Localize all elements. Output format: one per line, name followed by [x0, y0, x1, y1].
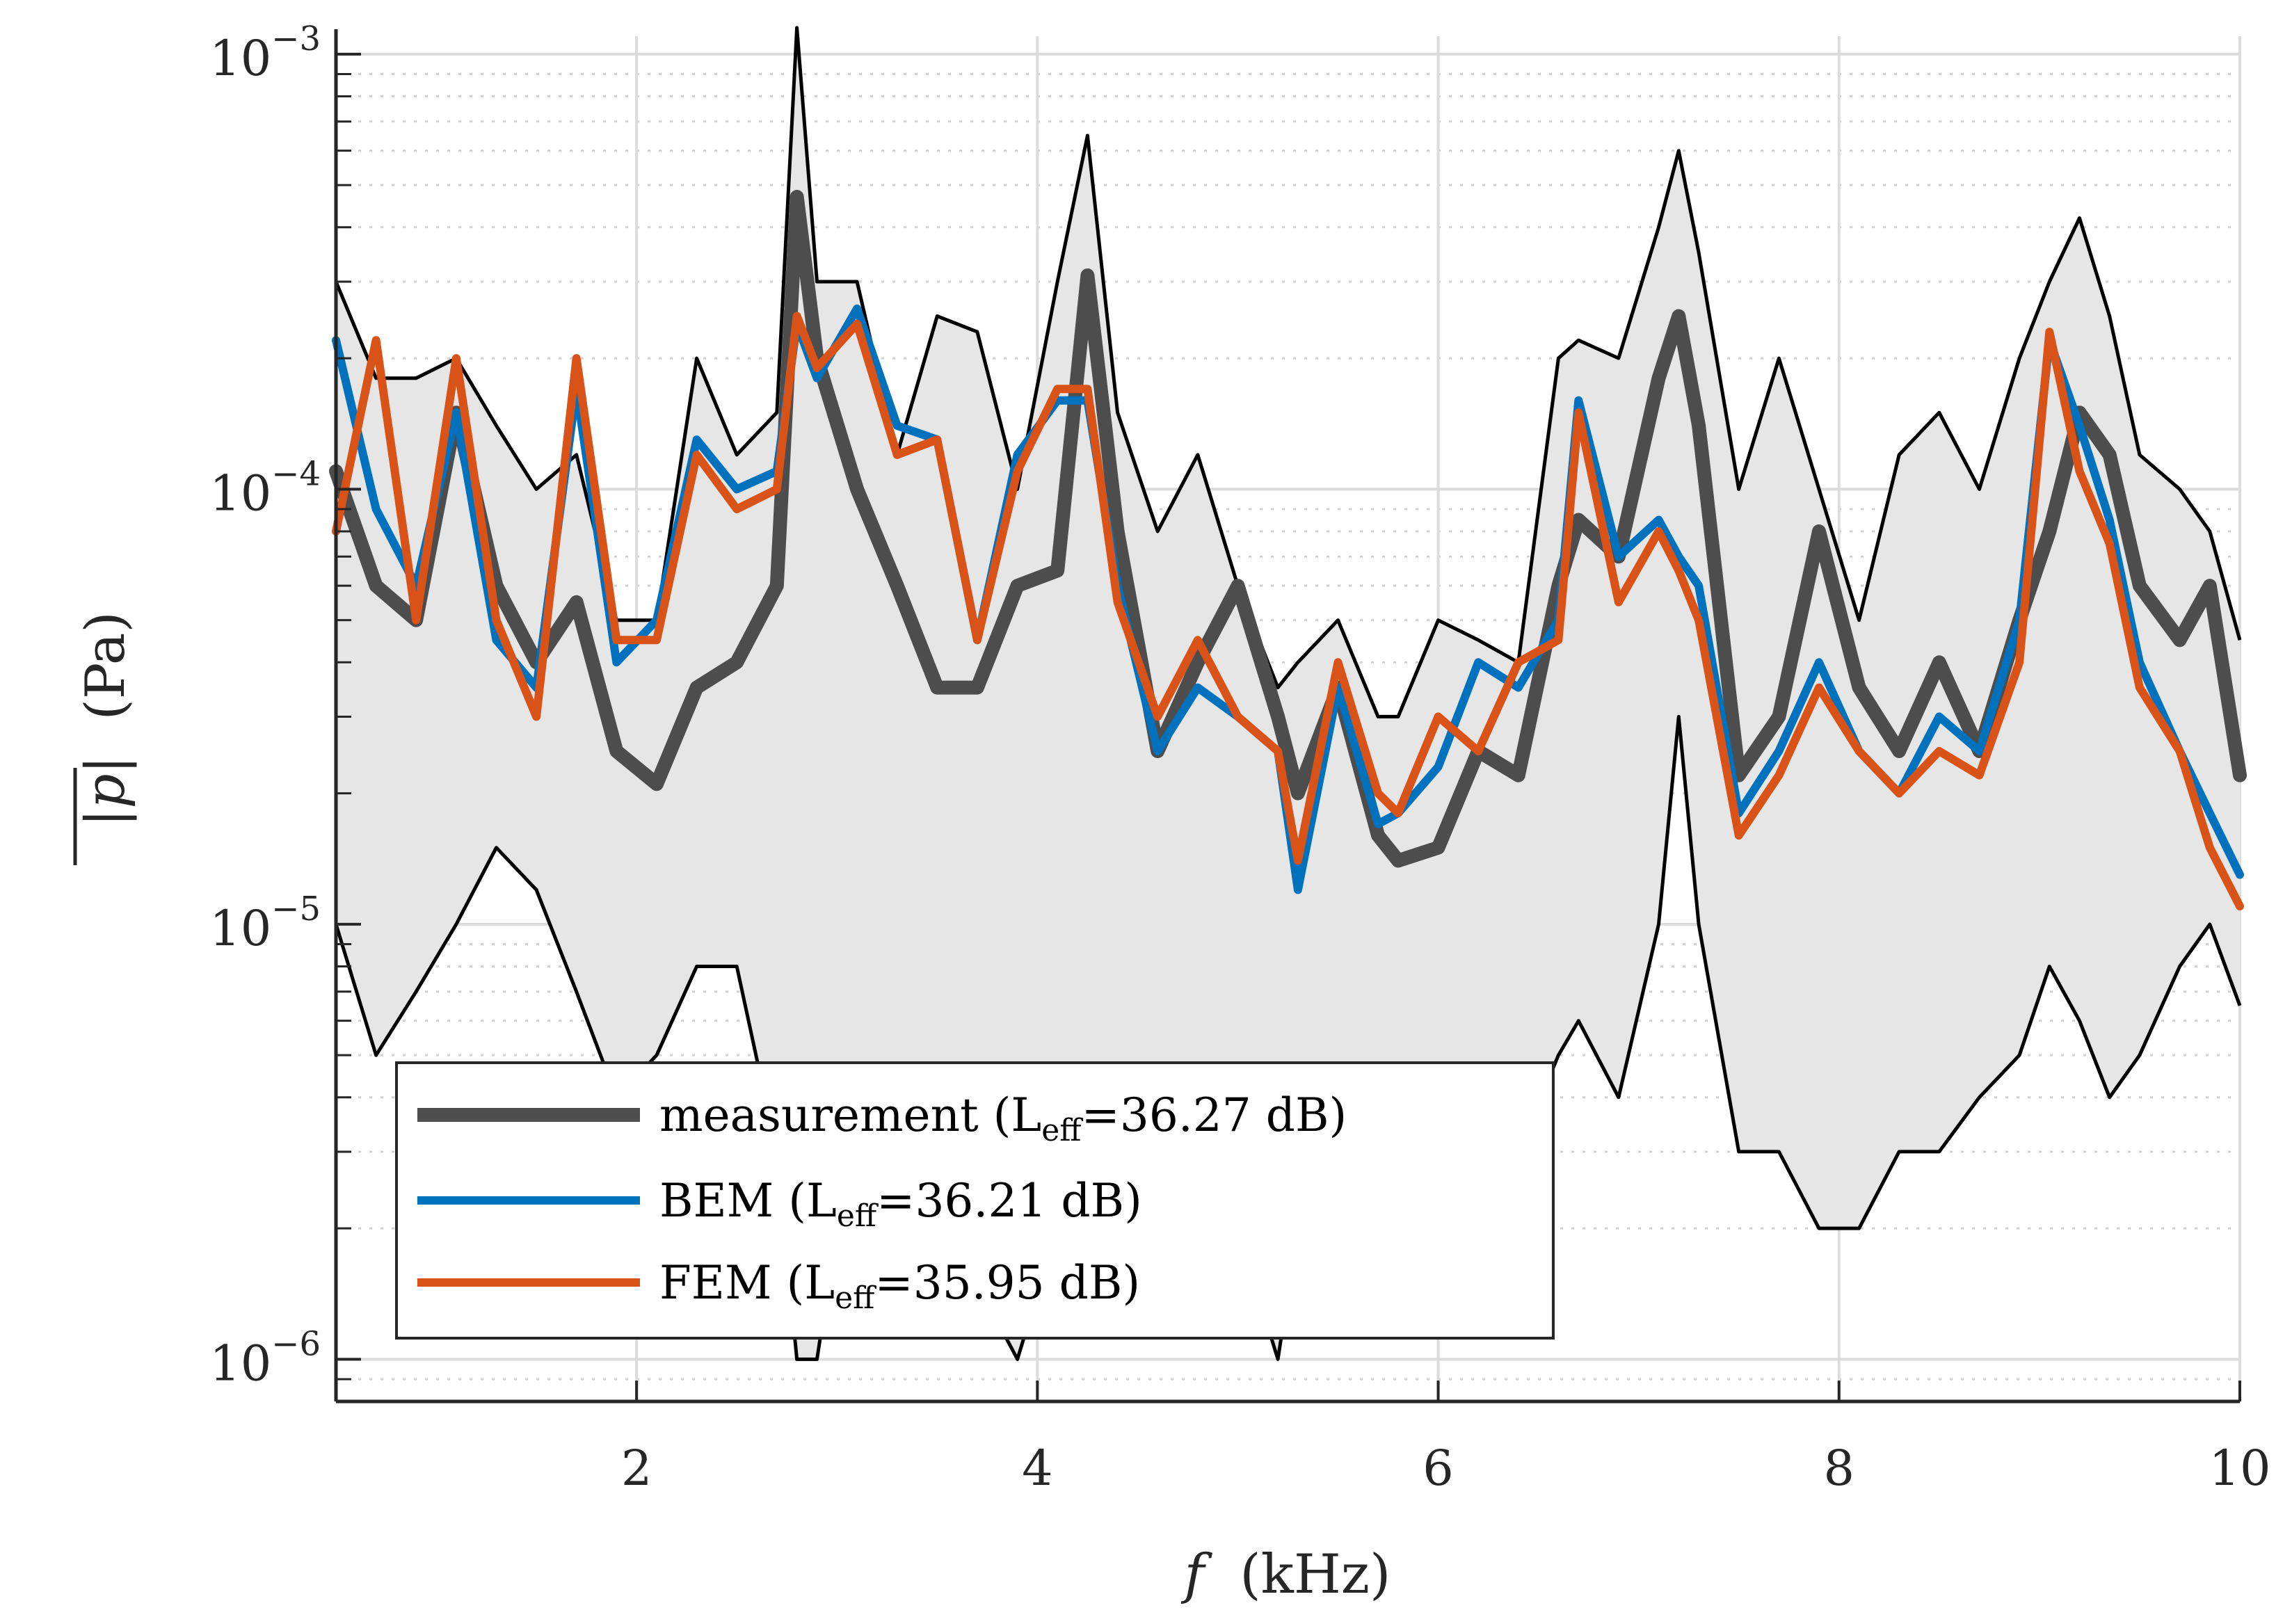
tick-labels: 10−610−510−410−32 4 6 8 10 [209, 19, 2270, 1497]
legend-label-measurement: measurement (Leff=36.27 dB) [659, 1088, 1347, 1148]
x-tick-label: 6 [1423, 1440, 1454, 1497]
legend-label-bem: BEM (Leff=36.21 dB) [659, 1174, 1142, 1234]
series-layer [329, 190, 2247, 910]
x-axis-variable: f [1181, 1543, 1213, 1606]
x-axis-unit: (kHz) [1240, 1543, 1391, 1606]
y-tick-base: 10 [209, 900, 271, 957]
band-upper-line [334, 26, 2242, 718]
y-tick-exponent: −3 [271, 19, 321, 58]
y-tick-label: 10−5 [209, 890, 321, 957]
x-tick-label: 10 [2209, 1440, 2270, 1497]
y-tick-label: 10−3 [209, 19, 321, 87]
y-tick-exponent: −4 [271, 454, 321, 493]
y-tick-exponent: −6 [271, 1324, 321, 1363]
y-axis-label: |p| (Pa) [74, 611, 137, 827]
x-tick-label: 4 [1022, 1440, 1053, 1497]
x-tick-label: 2 [621, 1440, 652, 1497]
series-line-fem [332, 312, 2244, 910]
y-axis-label-group: |p| (Pa) [73, 611, 137, 865]
y-tick-label: 10−6 [209, 1324, 321, 1392]
y-tick-base: 10 [209, 30, 271, 87]
x-axis-label: f (kHz) [1181, 1543, 1391, 1606]
legend: measurement (Leff=36.27 dB) BEM (Leff=36… [395, 1061, 1555, 1340]
y-tick-label: 10−4 [209, 454, 321, 522]
axes [334, 29, 2241, 1404]
y-axis-unit: (Pa) [74, 611, 137, 720]
y-tick-exponent: −5 [271, 890, 321, 928]
legend-label-fem: FEM (Leff=35.95 dB) [659, 1256, 1140, 1316]
y-axis-variable: |p| [74, 755, 137, 827]
y-tick-base: 10 [209, 1335, 271, 1392]
y-tick-base: 10 [209, 465, 271, 522]
x-tick-label: 8 [1824, 1440, 1855, 1497]
